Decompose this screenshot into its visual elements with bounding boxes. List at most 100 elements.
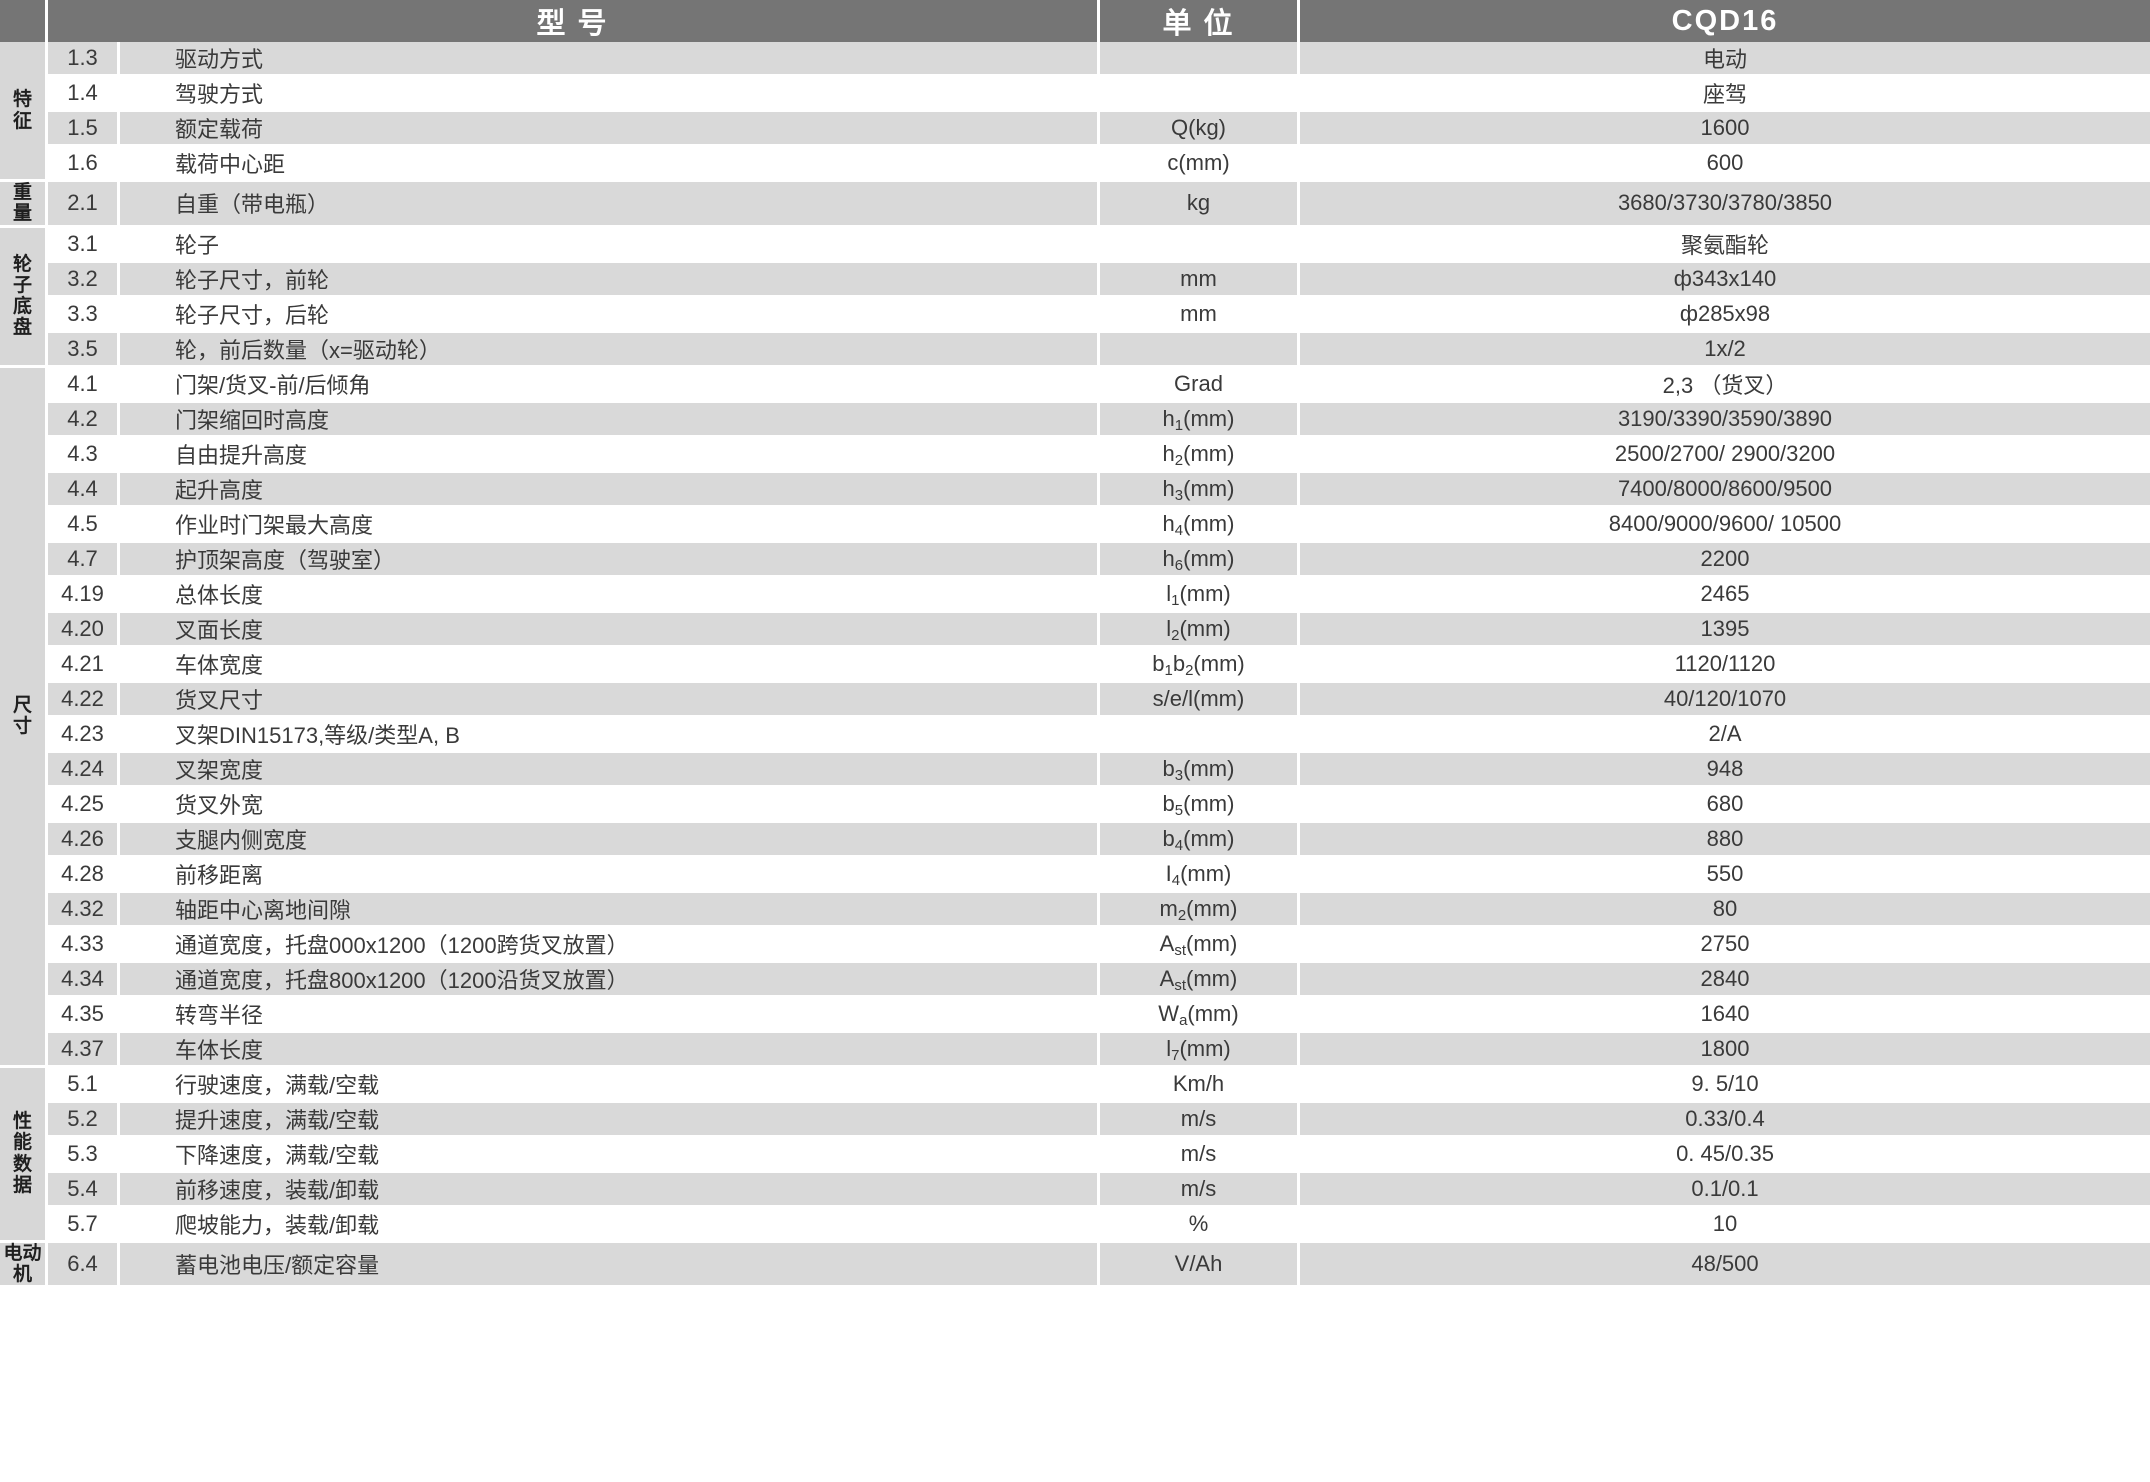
row-number: 3.1: [48, 227, 120, 263]
row-number: 4.25: [48, 787, 120, 823]
row-number: 3.5: [48, 332, 120, 368]
row-description: 通道宽度，托盘000x1200（1200跨货叉放置）: [120, 927, 1100, 963]
row-number: 4.34: [48, 962, 120, 998]
row-unit: [1100, 77, 1300, 112]
row-unit: m/s: [1100, 1102, 1300, 1138]
table-row: 4.5 作业时门架最大高度 h4(mm) 8400/9000/9600/ 10500: [0, 507, 2150, 543]
row-description: 轮，前后数量（x=驱动轮）: [120, 332, 1100, 368]
row-value: 1x/2: [1300, 332, 2150, 368]
table-row: 4.4 起升高度 h3(mm) 7400/8000/8600/9500: [0, 472, 2150, 508]
row-description: 转弯半径: [120, 997, 1100, 1033]
category-label-char: 能: [12, 1132, 32, 1154]
row-description: 门架/货叉-前/后倾角: [120, 367, 1100, 403]
header-model: 型 号: [48, 0, 1100, 42]
row-number: 4.28: [48, 857, 120, 893]
row-number: 4.23: [48, 717, 120, 753]
table-row: 5.7 爬坡能力，装载/卸载% 10: [0, 1207, 2150, 1243]
row-value: 0.1/0.1: [1300, 1172, 2150, 1208]
header-category: [0, 0, 48, 42]
header-row: 型 号 单 位 CQD16: [0, 0, 2150, 42]
row-number: 5.7: [48, 1207, 120, 1243]
category-label-char: 性: [12, 1111, 32, 1132]
row-value: 2200: [1300, 542, 2150, 578]
specification-table: 型 号 单 位 CQD16 特征 1.3 驱动方式 电动 1.4 驾驶方式 座驾 1.5 额定载…: [0, 0, 2150, 1289]
row-description: 轮子: [120, 227, 1100, 263]
row-description: 作业时门架最大高度: [120, 507, 1100, 543]
category-label-char: 子: [12, 274, 32, 296]
row-unit: m/s: [1100, 1137, 1300, 1173]
row-unit: m2(mm): [1100, 892, 1300, 928]
row-value: 聚氨酯轮: [1300, 227, 2150, 263]
row-description: 支腿内侧宽度: [120, 822, 1100, 858]
table-row: 4.37 车体长度 l7(mm) 1800: [0, 1032, 2150, 1068]
row-number: 1.6: [48, 147, 120, 182]
row-unit: b5(mm): [1100, 787, 1300, 823]
row-value: 9. 5/10: [1300, 1067, 2150, 1103]
row-unit: Km/h: [1100, 1067, 1300, 1103]
row-number: 1.4: [48, 77, 120, 112]
table-row: 1.4 驾驶方式 座驾: [0, 77, 2150, 112]
row-unit: kg: [1100, 182, 1300, 228]
row-value: 2840: [1300, 962, 2150, 998]
row-unit: %: [1100, 1207, 1300, 1243]
table-row: 3.3 轮子尺寸，后轮 mm ф285x98: [0, 297, 2150, 333]
table-row: 3.5 轮，前后数量（x=驱动轮） 1x/2: [0, 332, 2150, 368]
row-description: 轮子尺寸，前轮: [120, 262, 1100, 298]
row-number: 1.5: [48, 112, 120, 147]
table-row: 3.2 轮子尺寸，前轮 mm ф343x140: [0, 262, 2150, 298]
category-label-char: 重 量: [12, 182, 32, 225]
category-label-char: 盘: [12, 317, 32, 339]
row-description: 车体长度: [120, 1032, 1100, 1068]
row-description: 护顶架高度（驾驶室）: [120, 542, 1100, 578]
row-unit: l1(mm): [1100, 577, 1300, 613]
row-number: 3.3: [48, 297, 120, 333]
table-row: 1.6 载荷中心距 c(mm) 600: [0, 147, 2150, 182]
row-unit: b3(mm): [1100, 752, 1300, 788]
row-unit: [1100, 42, 1300, 77]
row-number: 4.2: [48, 402, 120, 438]
row-unit: b4(mm): [1100, 822, 1300, 858]
row-value: 1600: [1300, 112, 2150, 147]
row-number: 5.2: [48, 1102, 120, 1138]
row-value: 1800: [1300, 1032, 2150, 1068]
row-value: 40/120/1070: [1300, 682, 2150, 718]
category-label-char: 征: [12, 110, 32, 132]
table-row: 4.33 通道宽度，托盘000x1200（1200跨货叉放置） Ast(mm) 275…: [0, 927, 2150, 963]
table-row: 4.35 转弯半径 Wa(mm) 1640: [0, 997, 2150, 1033]
table-row: 4.21 车体宽度 b1b2(mm) 1120/1120: [0, 647, 2150, 683]
table-body: 特征 1.3 驱动方式 电动 1.4 驾驶方式 座驾 1.5 额定载荷 Q(kg) 1600 1.6 载…: [0, 42, 2150, 1289]
table-header: 型 号 单 位 CQD16: [0, 0, 2150, 42]
row-value: 2750: [1300, 927, 2150, 963]
category-cell: 轮子底盘: [0, 227, 48, 368]
category-label-char: 数: [12, 1153, 32, 1175]
header-unit: 单 位: [1100, 0, 1300, 42]
table-row: 4.20 叉面长度 l2(mm) 1395: [0, 612, 2150, 648]
row-number: 1.3: [48, 42, 120, 77]
category-cell: 特征: [0, 42, 48, 182]
table-row: 5.2 提升速度，满载/空载 m/s 0.33/0.4: [0, 1102, 2150, 1138]
row-value: 7400/8000/8600/9500: [1300, 472, 2150, 508]
row-value: 8400/9000/9600/ 10500: [1300, 507, 2150, 543]
category-label-char: 寸: [12, 716, 32, 738]
row-description: 驾驶方式: [120, 77, 1100, 112]
row-value: 3190/3390/3590/3890: [1300, 402, 2150, 438]
row-unit: c(mm): [1100, 147, 1300, 182]
row-unit: Grad: [1100, 367, 1300, 403]
row-unit: s/e/l(mm): [1100, 682, 1300, 718]
row-description: 前移速度，装载/卸载: [120, 1172, 1100, 1208]
row-unit: h4(mm): [1100, 507, 1300, 543]
row-unit: h3(mm): [1100, 472, 1300, 508]
category-label-char: 底: [12, 296, 32, 318]
row-unit: h6(mm): [1100, 542, 1300, 578]
row-value: 2500/2700/ 2900/3200: [1300, 437, 2150, 473]
row-unit: l7(mm): [1100, 1032, 1300, 1068]
row-number: 4.33: [48, 927, 120, 963]
row-unit: mm: [1100, 297, 1300, 333]
row-description: 叉架宽度: [120, 752, 1100, 788]
row-description: 通道宽度，托盘800x1200（1200沿货叉放置）: [120, 962, 1100, 998]
table-row: 特征 1.3 驱动方式 电动: [0, 42, 2150, 182]
row-number: 4.24: [48, 752, 120, 788]
table-row: 5.4 前移速度，装载/卸载 m/s 0.1/0.1: [0, 1172, 2150, 1208]
row-unit: V/Ah: [1100, 1242, 1300, 1289]
row-description: 爬坡能力，装载/卸载: [120, 1207, 1100, 1243]
